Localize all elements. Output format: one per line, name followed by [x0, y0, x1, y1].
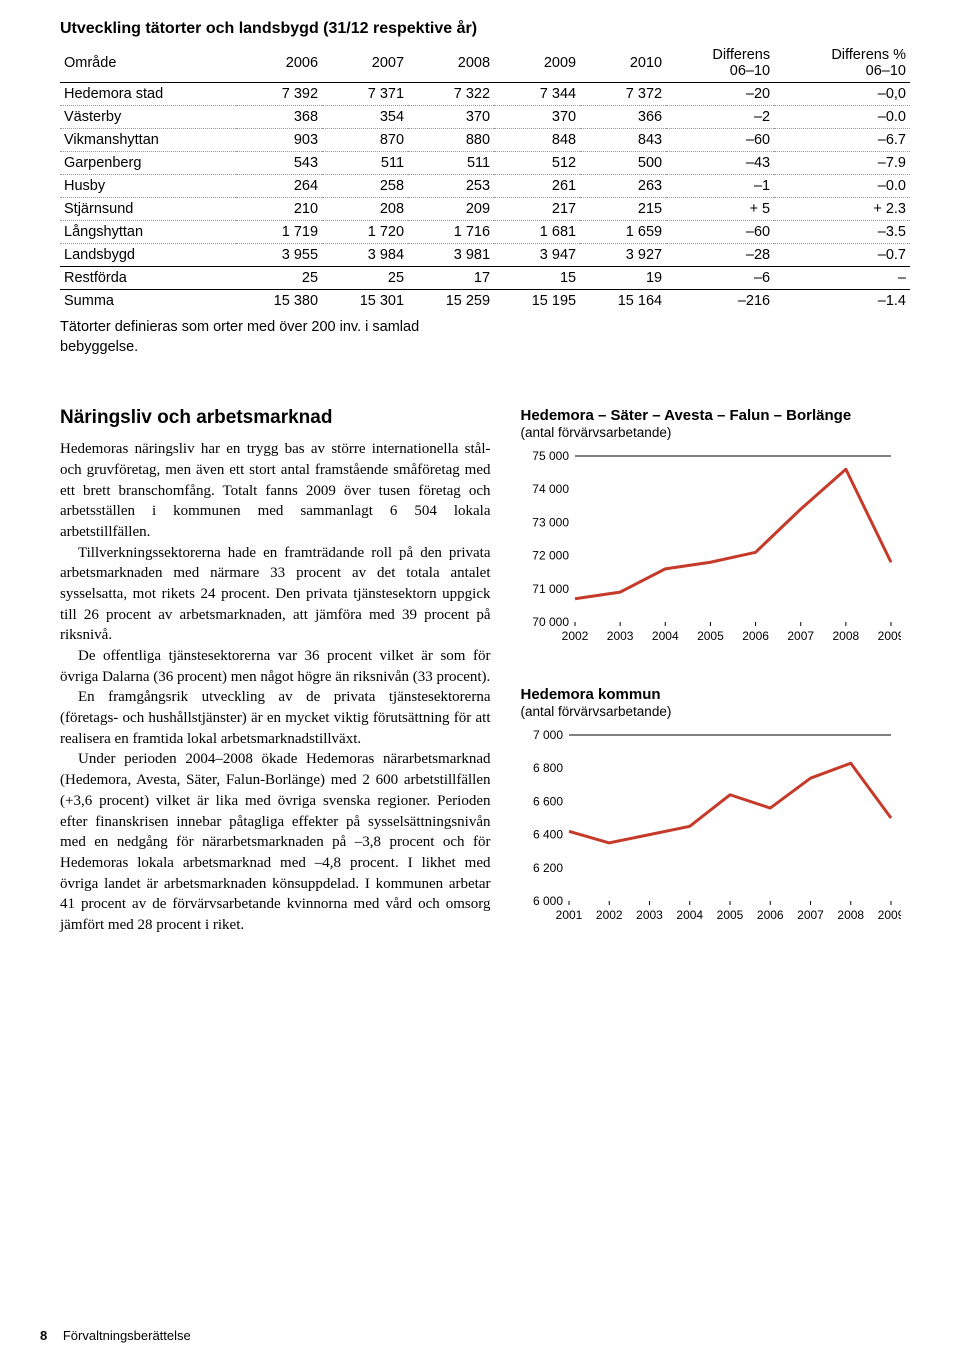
col-header: Differens06–10 — [666, 44, 774, 83]
svg-text:2005: 2005 — [716, 908, 743, 922]
page-footer: 8 Förvaltningsberättelse — [40, 1328, 191, 1343]
paragraph: Tillverkningssektorerna hade en framträd… — [60, 543, 491, 646]
svg-text:2003: 2003 — [606, 629, 633, 643]
table-row: Västerby368354370370366–2–0.0 — [60, 106, 910, 129]
svg-text:73 000: 73 000 — [532, 516, 569, 530]
col-header: 2006 — [236, 44, 322, 83]
col-header: 2010 — [580, 44, 666, 83]
table-title: Utveckling tätorter och landsbygd (31/12… — [60, 20, 910, 38]
svg-text:2006: 2006 — [756, 908, 783, 922]
svg-text:2001: 2001 — [555, 908, 582, 922]
table-row: Garpenberg543511511512500–43–7.9 — [60, 152, 910, 175]
table-row: Husby264258253261263–1–0.0 — [60, 175, 910, 198]
svg-text:2007: 2007 — [797, 908, 824, 922]
svg-text:6 400: 6 400 — [532, 828, 562, 842]
chart2: 6 000 6 200 6 400 6 600 6 800 7 000 2001 2002 20… — [521, 725, 911, 925]
chart2-subtitle: (antal förvärvsarbetande) — [521, 704, 911, 719]
col-header: Område — [60, 44, 236, 83]
table-row: Landsbygd3 9553 9843 9813 9473 927–28–0.… — [60, 244, 910, 267]
svg-text:2002: 2002 — [595, 908, 622, 922]
paragraph: Under perioden 2004–2008 ökade Hedemoras… — [60, 749, 491, 935]
table-row: Långshyttan1 7191 7201 7161 6811 659–60–… — [60, 221, 910, 244]
svg-text:2008: 2008 — [832, 629, 859, 643]
svg-text:2008: 2008 — [837, 908, 864, 922]
svg-text:6 800: 6 800 — [532, 761, 562, 775]
svg-text:74 000: 74 000 — [532, 482, 569, 496]
col-header: 2009 — [494, 44, 580, 83]
footer-label: Förvaltningsberättelse — [63, 1328, 191, 1343]
section-heading: Näringsliv och arbetsmarknad — [60, 407, 491, 429]
svg-text:71 000: 71 000 — [532, 582, 569, 596]
paragraph: Hedemoras näringsliv har en trygg bas av… — [60, 439, 491, 542]
svg-text:6 600: 6 600 — [532, 795, 562, 809]
svg-text:72 000: 72 000 — [532, 549, 569, 563]
svg-text:2004: 2004 — [676, 908, 703, 922]
chart1-subtitle: (antal förvärvsarbetande) — [521, 425, 911, 440]
svg-text:70 000: 70 000 — [532, 615, 569, 629]
col-header: 2008 — [408, 44, 494, 83]
population-table: Område20062007200820092010Differens06–10… — [60, 44, 910, 312]
svg-text:2006: 2006 — [742, 629, 769, 643]
svg-text:2003: 2003 — [636, 908, 663, 922]
table-row: Restförda2525171519–6– — [60, 267, 910, 290]
svg-text:2002: 2002 — [561, 629, 588, 643]
chart2-title: Hedemora kommun — [521, 686, 911, 704]
page-number: 8 — [40, 1328, 47, 1343]
table-row: Vikmanshyttan903870880848843–60–6.7 — [60, 129, 910, 152]
svg-text:6 200: 6 200 — [532, 861, 562, 875]
body-text: Hedemoras näringsliv har en trygg bas av… — [60, 439, 491, 936]
chart1: 70 000 71 000 72 000 73 000 74 000 75 000 2002… — [521, 446, 911, 646]
table-row: Hedemora stad7 3927 3717 3227 3447 372–2… — [60, 83, 910, 106]
svg-text:2009: 2009 — [877, 908, 900, 922]
table-row: Stjärnsund210208209217215+ 5+ 2.3 — [60, 198, 910, 221]
svg-text:6 000: 6 000 — [532, 894, 562, 908]
svg-text:2005: 2005 — [697, 629, 724, 643]
table-footnote: Tätorter definieras som orter med över 2… — [60, 318, 480, 357]
svg-text:7 000: 7 000 — [532, 728, 562, 742]
col-header: 2007 — [322, 44, 408, 83]
svg-text:2009: 2009 — [877, 629, 900, 643]
paragraph: De offentliga tjänstesektorerna var 36 p… — [60, 646, 491, 687]
svg-text:2007: 2007 — [787, 629, 814, 643]
svg-text:2004: 2004 — [651, 629, 678, 643]
chart1-title: Hedemora – Säter – Avesta – Falun – Borl… — [521, 407, 911, 425]
svg-text:75 000: 75 000 — [532, 449, 569, 463]
col-header: Differens %06–10 — [774, 44, 910, 83]
table-row: Summa15 38015 30115 25915 19515 164–216–… — [60, 290, 910, 313]
paragraph: En framgångsrik utveckling av de privata… — [60, 687, 491, 749]
